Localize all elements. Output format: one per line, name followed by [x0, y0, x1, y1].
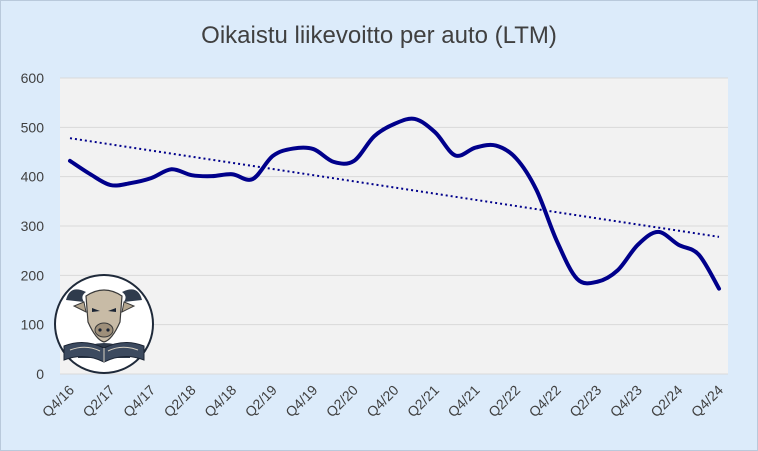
- y-tick-label: 400: [21, 169, 45, 185]
- x-axis-tick-labels: Q4/16 Q2/17 Q4/17 Q2/18 Q4/18 Q2/19 Q4/19 Q2/20…: [39, 382, 726, 420]
- data-point-Q2/18: [190, 173, 194, 177]
- data-point-Q1/21: [413, 117, 417, 121]
- data-point-Q1/23: [575, 277, 579, 281]
- data-point-Q3/21: [453, 153, 457, 157]
- x-tick-label: Q4/22: [526, 382, 564, 420]
- data-point-Q3/18: [210, 174, 214, 178]
- data-point-Q1/19: [251, 177, 255, 181]
- data-point-Q1/24: [656, 230, 660, 234]
- data-point-Q3/22: [534, 188, 538, 192]
- data-point-Q4/22: [555, 239, 559, 243]
- data-point-Q4/17: [149, 176, 153, 180]
- data-point-Q2/22: [514, 156, 518, 160]
- data-point-Q2/21: [433, 130, 437, 134]
- x-tick-label: Q2/22: [485, 382, 523, 420]
- x-tick-label: Q2/20: [323, 382, 361, 420]
- x-tick-label: Q4/23: [607, 382, 645, 420]
- data-point-Q2/23: [595, 280, 599, 284]
- y-tick-label: 200: [21, 267, 45, 283]
- y-tick-label: 0: [36, 366, 44, 382]
- data-point-Q3/17: [129, 181, 133, 185]
- x-tick-label: Q4/17: [120, 382, 158, 420]
- x-tick-label: Q4/20: [363, 382, 401, 420]
- data-point-Q1/20: [332, 160, 336, 164]
- x-tick-label: Q4/19: [282, 382, 320, 420]
- x-tick-label: Q2/24: [647, 382, 685, 420]
- x-tick-label: Q4/18: [201, 382, 239, 420]
- x-tick-label: Q2/21: [404, 382, 442, 420]
- data-point-Q4/16: [68, 159, 72, 163]
- x-tick-label: Q2/18: [161, 382, 199, 420]
- data-point-Q4/24: [717, 287, 721, 291]
- x-tick-label: Q2/19: [242, 382, 280, 420]
- data-point-Q2/19: [271, 154, 275, 158]
- y-axis-tick-labels: 0 100 200 300 400 500 600: [21, 70, 45, 382]
- data-point-Q3/20: [372, 134, 376, 138]
- y-tick-label: 300: [21, 218, 45, 234]
- data-point-Q2/17: [109, 183, 113, 187]
- data-point-Q4/23: [636, 243, 640, 247]
- x-tick-label: Q4/16: [39, 382, 77, 420]
- x-tick-label: Q4/21: [444, 382, 482, 420]
- data-point-Q3/23: [616, 268, 620, 272]
- data-point-Q4/20: [393, 122, 397, 126]
- y-tick-label: 600: [21, 70, 45, 86]
- data-point-Q3/24: [697, 253, 701, 257]
- data-point-Q3/19: [291, 147, 295, 151]
- y-tick-label: 500: [21, 119, 45, 135]
- gridlines: [60, 77, 728, 375]
- x-tick-label: Q2/17: [79, 382, 117, 420]
- data-point-Q1/17: [88, 172, 92, 176]
- data-point-Q4/18: [230, 172, 234, 176]
- data-point-Q2/20: [352, 159, 356, 163]
- data-point-Q1/18: [169, 167, 173, 171]
- data-point-Q4/19: [311, 147, 315, 151]
- bull-reading-book-logo: [54, 274, 154, 374]
- data-point-Q2/24: [676, 243, 680, 247]
- chart-title: Oikaistu liikevoitto per auto (LTM): [201, 22, 557, 49]
- y-tick-label: 100: [21, 317, 45, 333]
- x-tick-label: Q4/24: [688, 382, 726, 420]
- series-line: [68, 116, 721, 291]
- x-tick-label: Q2/23: [566, 382, 604, 420]
- data-point-Q4/21: [474, 146, 478, 150]
- data-point-Q1/22: [494, 144, 498, 148]
